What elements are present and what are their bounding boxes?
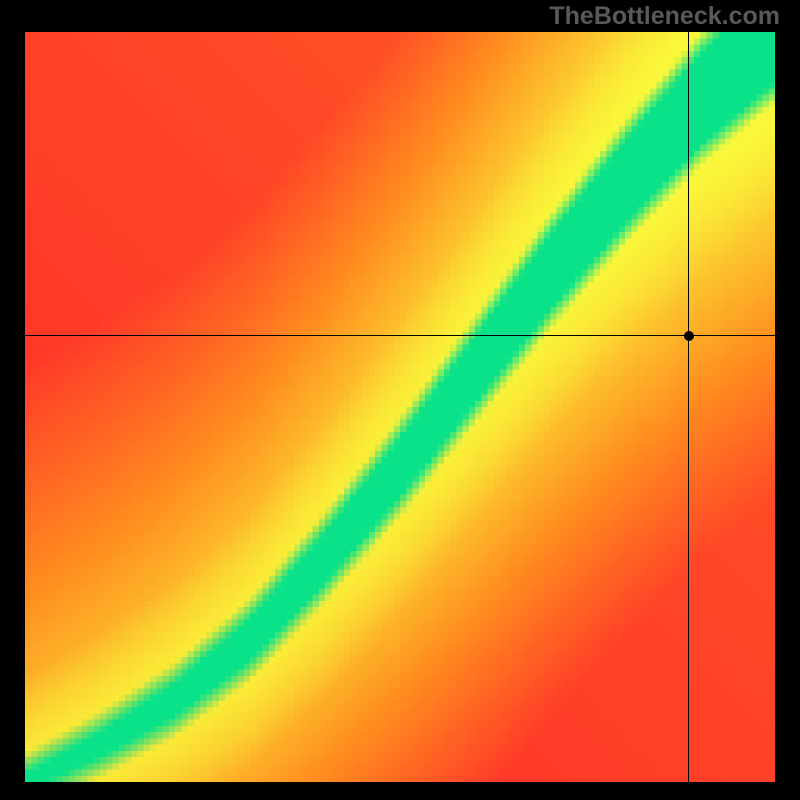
crosshair-horizontal <box>25 335 775 336</box>
crosshair-vertical <box>688 32 689 782</box>
chart-container: { "watermark": { "text": "TheBottleneck.… <box>0 0 800 800</box>
crosshair-marker <box>684 331 694 341</box>
bottleneck-heatmap <box>25 32 775 782</box>
watermark-text: TheBottleneck.com <box>549 2 780 31</box>
